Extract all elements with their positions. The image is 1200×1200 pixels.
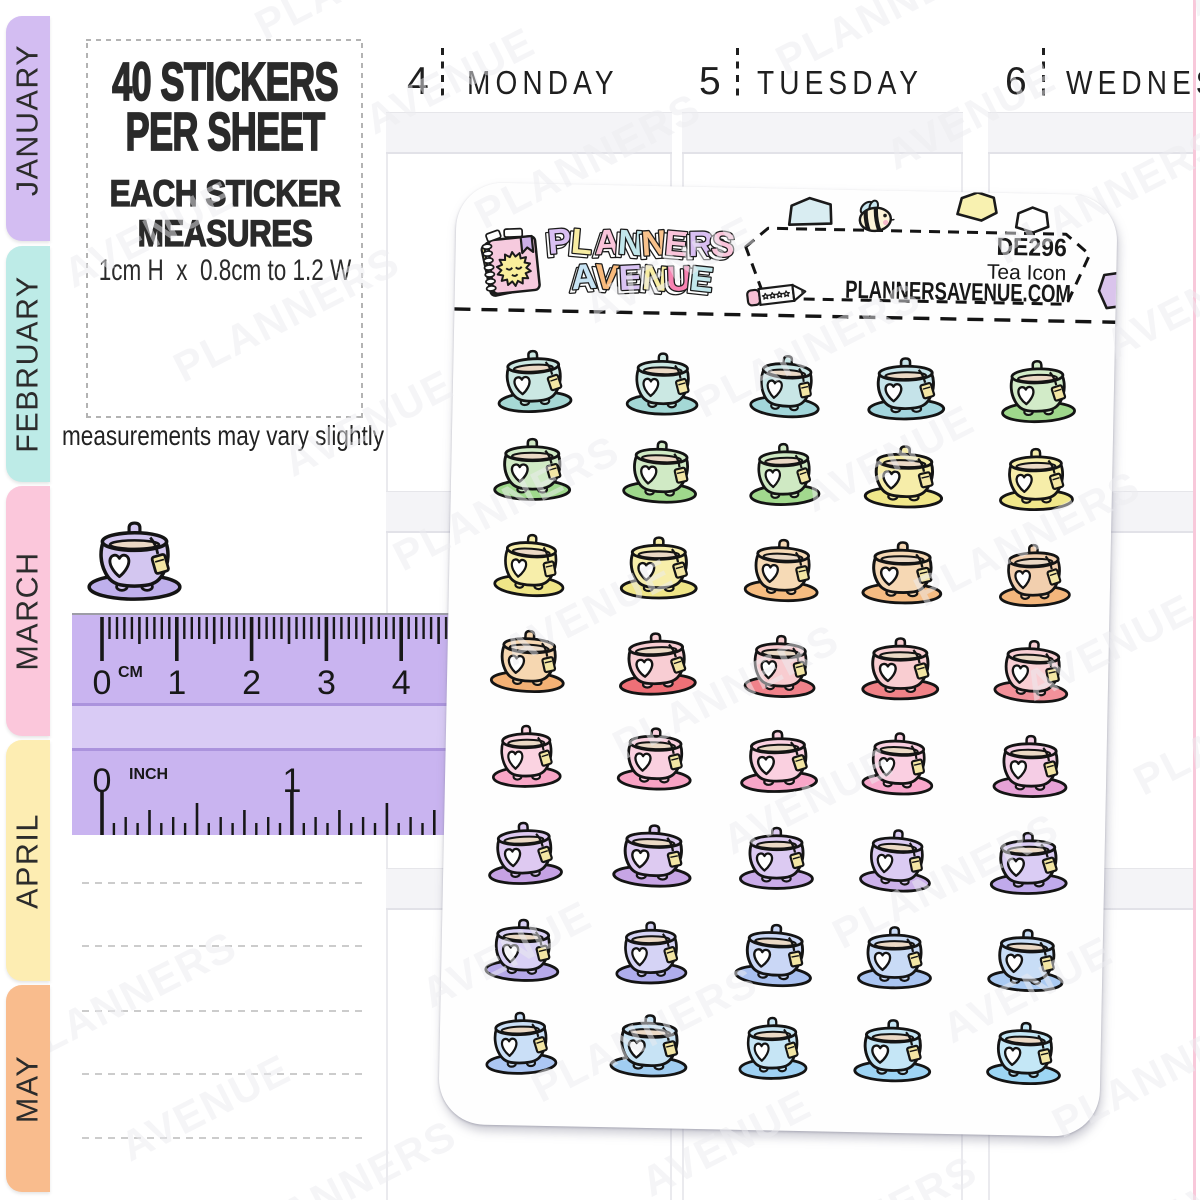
svg-text:1: 1 [282,762,301,800]
svg-text:4: 4 [392,664,411,702]
svg-text:PLANNERSAVENUE.COM: PLANNERSAVENUE.COM [845,275,1071,308]
svg-text:A: A [591,226,618,266]
svg-text:N: N [637,226,665,267]
svg-text:N: N [617,223,645,264]
svg-text:U: U [663,262,690,302]
svg-text:A: A [594,223,621,263]
svg-text:R: R [688,225,714,264]
svg-text:CM: CM [118,664,143,681]
svg-text:E: E [618,258,643,298]
svg-text:N: N [637,261,666,302]
svg-text:R: R [685,228,711,267]
svg-text:E: E [663,223,690,264]
svg-text:E: E [615,261,640,301]
svg-text:L: L [569,222,594,263]
svg-text:INCH: INCH [129,766,168,783]
svg-text:Tea Icon: Tea Icon [987,261,1067,286]
svg-text:A: A [567,260,595,301]
svg-text:A: A [570,257,598,298]
svg-text:3: 3 [317,664,336,702]
svg-text:DE296: DE296 [996,233,1067,263]
svg-text:N: N [640,223,668,264]
svg-text:0: 0 [93,762,112,800]
svg-text:U: U [666,259,693,299]
svg-text:V: V [594,257,621,298]
svg-text:E: E [688,259,715,300]
svg-text:E: E [660,226,687,267]
svg-text:V: V [590,260,617,301]
svg-text:2: 2 [242,664,261,702]
svg-text:S: S [706,227,733,268]
svg-text:0: 0 [93,664,112,702]
svg-text:P: P [546,221,573,262]
svg-text:L: L [566,224,591,265]
svg-text:S: S [710,224,737,265]
svg-text:N: N [641,258,670,299]
svg-text:N: N [613,226,641,267]
svg-text:P: P [543,225,570,266]
svg-text:E: E [685,262,712,303]
svg-text:1: 1 [167,664,186,702]
